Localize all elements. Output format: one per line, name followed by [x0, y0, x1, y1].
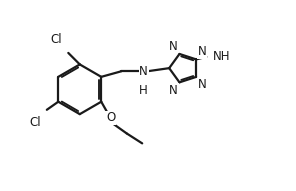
Text: N: N	[169, 40, 178, 53]
Text: Cl: Cl	[29, 116, 41, 129]
Text: N: N	[198, 78, 206, 91]
Text: N: N	[169, 84, 178, 97]
Text: Cl: Cl	[51, 33, 62, 46]
Text: N: N	[198, 45, 206, 58]
Text: NH: NH	[213, 50, 231, 63]
Text: H: H	[139, 84, 148, 97]
Text: N: N	[139, 65, 148, 78]
Text: O: O	[106, 111, 115, 124]
